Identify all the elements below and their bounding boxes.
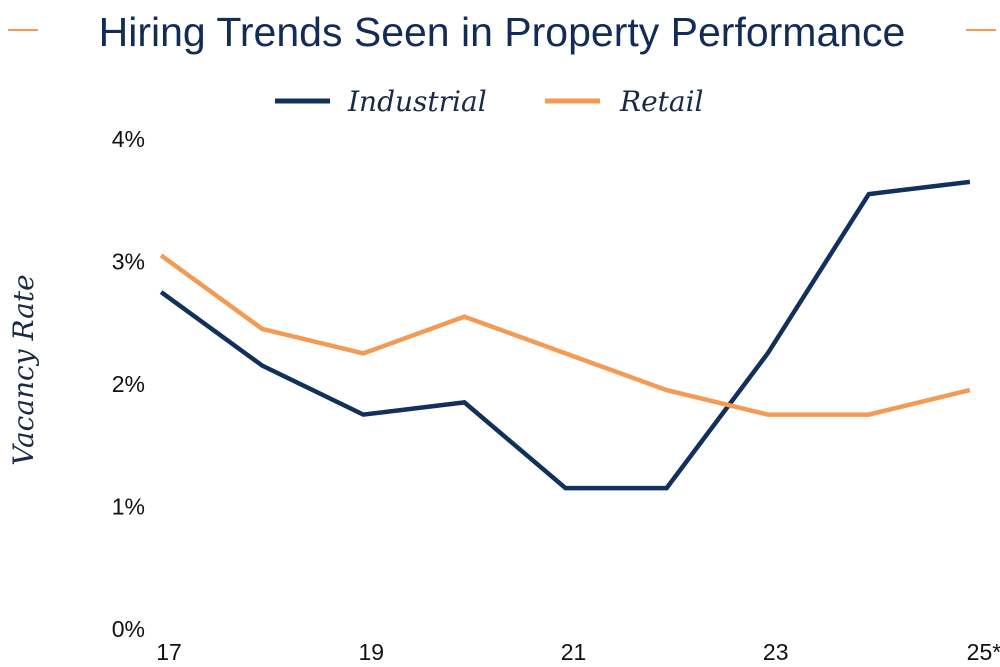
series-line-industrial bbox=[159, 179, 971, 491]
y-axis-ticks: 4% 3% 2% 1% 0% bbox=[112, 126, 145, 642]
chart-title: Hiring Trends Seen in Property Performan… bbox=[99, 9, 906, 55]
y-tick-label: 4% bbox=[112, 126, 145, 152]
y-axis-label: Vacancy Rate bbox=[7, 274, 40, 465]
x-tick-label: 21 bbox=[561, 639, 587, 665]
x-tick-label: 19 bbox=[358, 639, 384, 665]
x-tick-label: 25* bbox=[967, 639, 1000, 665]
legend-label-retail: Retail bbox=[619, 85, 704, 118]
series-lines bbox=[159, 179, 971, 491]
x-tick-label: 17 bbox=[156, 639, 182, 665]
y-tick-label: 0% bbox=[112, 616, 145, 642]
legend: Industrial Retail bbox=[275, 85, 704, 118]
series-line-retail bbox=[159, 253, 971, 417]
legend-label-industrial: Industrial bbox=[347, 85, 487, 118]
y-tick-label: 1% bbox=[112, 494, 145, 520]
x-axis-ticks: 17 19 21 23 25* bbox=[156, 639, 1000, 665]
x-tick-label: 23 bbox=[763, 639, 789, 665]
y-tick-label: 2% bbox=[112, 371, 145, 397]
y-tick-label: 3% bbox=[112, 249, 145, 275]
